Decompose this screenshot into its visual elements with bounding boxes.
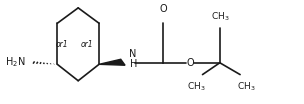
Text: N: N <box>129 49 136 59</box>
Text: O: O <box>159 4 167 14</box>
Text: CH$_3$: CH$_3$ <box>210 11 229 23</box>
Text: CH$_3$: CH$_3$ <box>237 81 256 93</box>
Text: H$_2$N: H$_2$N <box>5 55 26 69</box>
Text: or1: or1 <box>81 40 93 49</box>
Text: CH$_3$: CH$_3$ <box>187 81 205 93</box>
Polygon shape <box>99 59 125 65</box>
Text: H: H <box>130 59 138 69</box>
Text: O: O <box>186 58 194 68</box>
Text: or1: or1 <box>55 40 68 49</box>
